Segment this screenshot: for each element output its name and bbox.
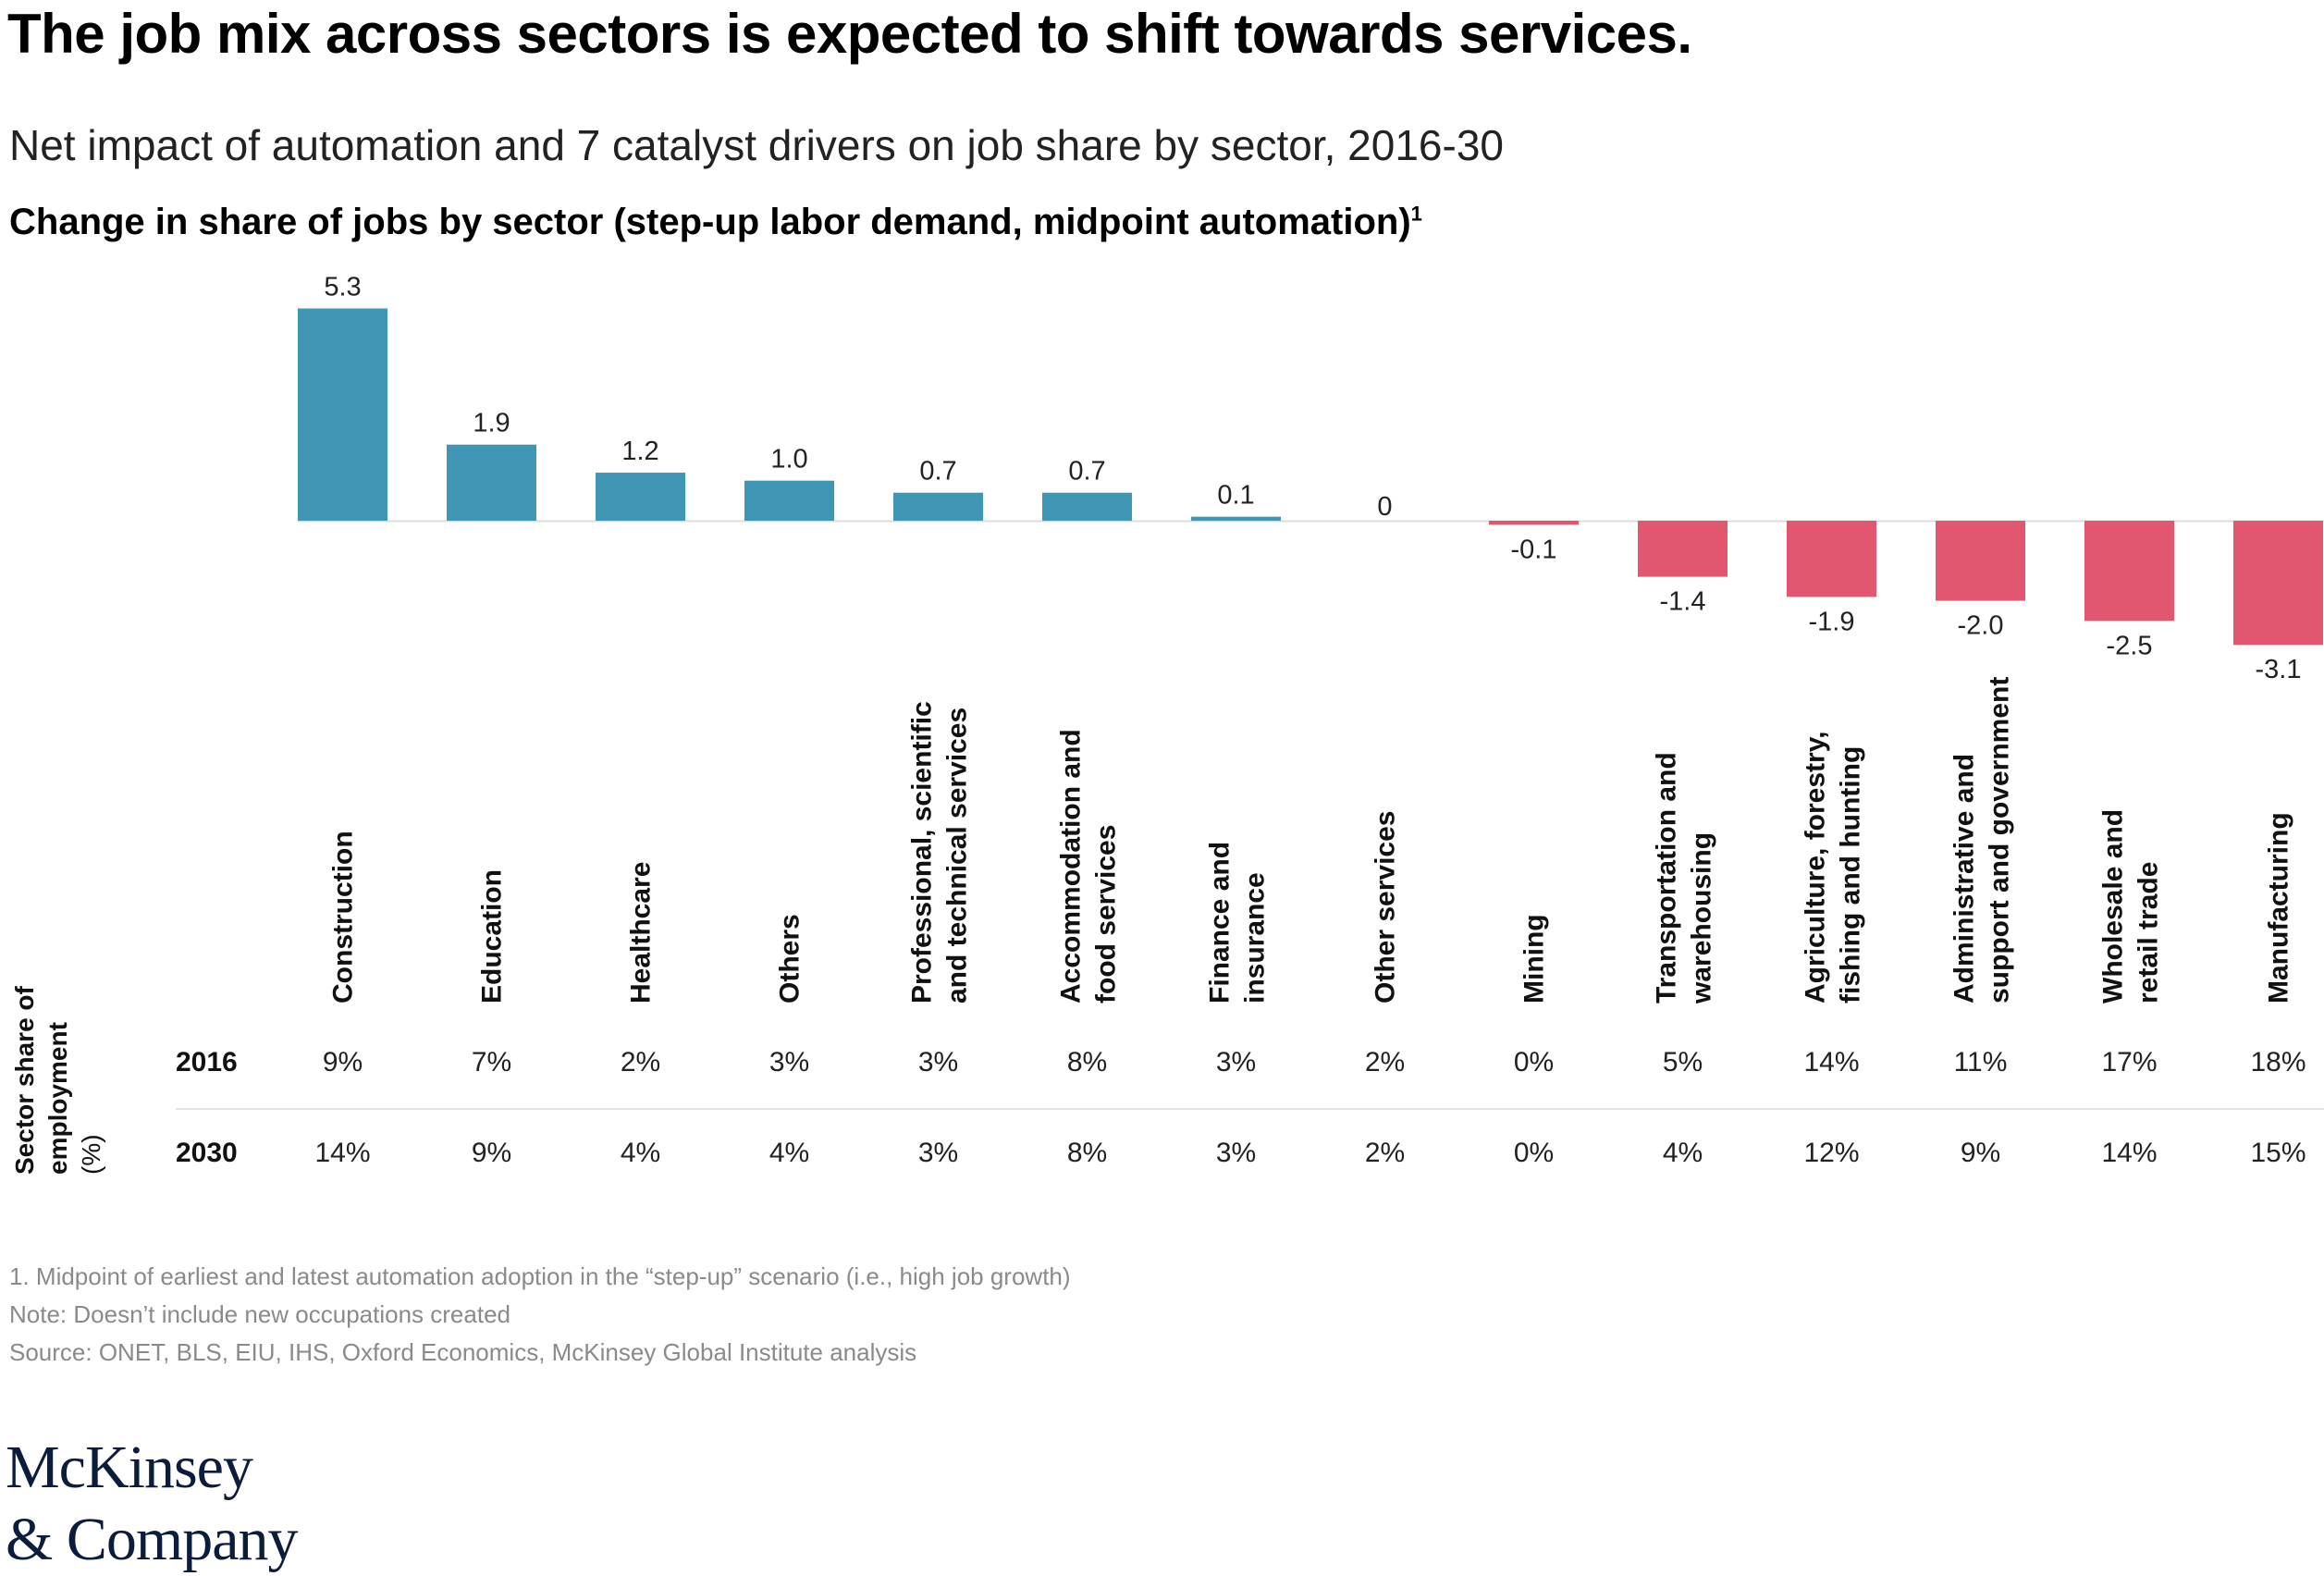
table-cell: 4% [621, 1138, 660, 1168]
category-label: Wholesale and retail trade [2098, 809, 2164, 1003]
data-label: -0.1 [1511, 535, 1557, 564]
data-label: 1.2 [621, 437, 658, 466]
bar [1042, 492, 1132, 521]
bar [596, 473, 685, 521]
data-label: 1.9 [473, 409, 510, 438]
data-label: -2.5 [2107, 631, 2153, 660]
bar [1638, 521, 1728, 577]
bar [893, 492, 983, 521]
logo-line-1: McKinsey [6, 1434, 253, 1501]
category-label: Manufacturing [2264, 812, 2294, 1003]
chart-title-text: Change in share of jobs by sector (step-… [9, 202, 1411, 242]
bar [1191, 516, 1281, 521]
bar [447, 444, 536, 521]
bar [744, 480, 834, 521]
category-label: Healthcare [626, 862, 657, 1003]
chart-title: Change in share of jobs by sector (step-… [9, 202, 1422, 243]
table-cell: 9% [1961, 1138, 2000, 1168]
data-label: -2.0 [1958, 611, 2004, 641]
table-cell: 14% [1803, 1047, 1859, 1077]
data-label: 0.7 [1068, 457, 1105, 486]
category-label: Others [775, 914, 805, 1003]
category-label: Transportation and warehousing [1652, 752, 1717, 1004]
bar [2084, 521, 2174, 622]
bar [2233, 521, 2323, 646]
table-cell: 7% [472, 1047, 511, 1077]
table-year-label: 2016 [176, 1047, 238, 1077]
table-cell: 12% [1803, 1138, 1859, 1168]
data-label: -1.4 [1660, 587, 1706, 617]
chart-title-footnote-marker: 1 [1410, 202, 1422, 226]
table-cell: 15% [2250, 1138, 2306, 1168]
bar-chart: 5.3 Construction 1.9 Education 1.2 Healthcare… [10, 273, 2324, 1175]
table-cell: 2% [621, 1047, 660, 1077]
table-cell: 8% [1067, 1047, 1107, 1077]
bar [298, 308, 387, 521]
footnote-1: 1. Midpoint of earliest and latest autom… [9, 1262, 1071, 1290]
table-cell: 8% [1067, 1138, 1107, 1168]
page-subtitle: Net impact of automation and 7 catalyst … [9, 121, 1504, 169]
data-label: 0.7 [919, 457, 956, 486]
table-year-label: 2030 [176, 1138, 238, 1168]
category-label: Accommodation and food services [1056, 729, 1122, 1003]
page-title: The job mix across sectors is expected t… [7, 3, 1692, 65]
category-label: Education [477, 869, 508, 1003]
table-cell: 3% [1216, 1047, 1256, 1077]
footnotes: 1. Midpoint of earliest and latest autom… [9, 1258, 1071, 1372]
bar [1489, 521, 1579, 525]
data-label: 5.3 [324, 273, 361, 302]
category-label: Administrative and support and government [1949, 677, 2015, 1003]
table-cell: 17% [2101, 1047, 2157, 1077]
table-cell: 14% [314, 1138, 370, 1168]
data-label: -3.1 [2256, 655, 2302, 684]
table-cell: 5% [1663, 1047, 1703, 1077]
table-cell: 18% [2250, 1047, 2306, 1077]
table-cell: 9% [472, 1138, 511, 1168]
footnote-source: Source: ONET, BLS, EIU, IHS, Oxford Econ… [9, 1338, 917, 1366]
category-label: Mining [1519, 914, 1550, 1003]
table-cell: 4% [1663, 1138, 1703, 1168]
table-cell: 3% [769, 1047, 809, 1077]
table-cell: 14% [2101, 1138, 2157, 1168]
table-cell: 3% [918, 1047, 958, 1077]
category-label: Finance and insurance [1205, 842, 1271, 1003]
category-label: Other services [1371, 811, 1401, 1003]
data-label: 0 [1377, 492, 1392, 522]
table-cell: 11% [1954, 1047, 2008, 1077]
table-cell: 3% [1216, 1138, 1256, 1168]
data-label: -1.9 [1809, 607, 1855, 636]
table-cell: 4% [769, 1138, 809, 1168]
table-cell: 2% [1365, 1138, 1405, 1168]
table-cell: 0% [1514, 1047, 1554, 1077]
category-label: Construction [328, 831, 359, 1003]
data-label: 1.0 [770, 445, 807, 474]
table-cell: 9% [323, 1047, 363, 1077]
logo-line-2: & Company [6, 1506, 298, 1573]
data-label: 0.1 [1217, 481, 1254, 511]
table-cell: 0% [1514, 1138, 1554, 1168]
bar [1787, 521, 1876, 597]
mckinsey-logo: McKinsey & Company [6, 1432, 298, 1576]
table-cell: 2% [1365, 1047, 1405, 1077]
bar [1936, 521, 2025, 601]
table-row-header: Sector share of employment (%) [10, 985, 105, 1175]
category-label: Agriculture, forestry, fishing and huntin… [1801, 731, 1866, 1003]
footnote-note: Note: Doesn’t include new occupations cr… [9, 1300, 510, 1328]
table-cell: 3% [918, 1138, 958, 1168]
category-label: Professional, scientific and technical se… [907, 701, 973, 1003]
